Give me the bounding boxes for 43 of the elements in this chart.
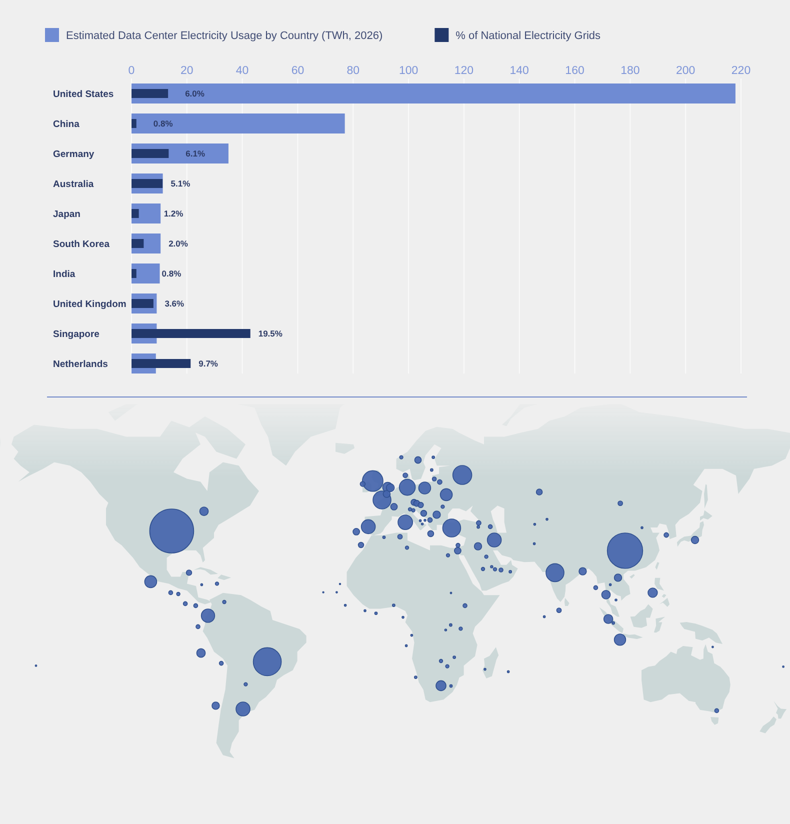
y-tick-label: United States [53,88,114,100]
x-tick-label: 40 [236,65,249,78]
x-tick-label: 180 [620,65,640,78]
y-tick-label: Japan [53,208,81,220]
data-label: 2.0% [168,238,188,248]
bar [132,239,144,248]
bar [132,149,169,158]
x-tick-label: 200 [676,65,696,78]
legend-label: Estimated Data Center Electricity Usage by Country (TWh, 2026) [66,30,383,42]
bar [132,114,345,134]
x-tick-label: 80 [346,65,360,78]
x-tick-label: 120 [454,65,474,78]
x-tick-label: 60 [291,65,304,78]
bar [132,119,136,128]
data-label: 6.0% [185,88,205,98]
bar [132,209,139,218]
x-tick-label: 140 [510,65,529,78]
data-label: 0.8% [162,268,182,278]
y-tick-label: Australia [53,178,94,190]
data-label: 9.7% [198,358,218,368]
data-label: 19.5% [258,328,283,338]
y-tick-label: Netherlands [53,358,108,370]
data-label: 3.6% [164,298,185,308]
data-label: 0.8% [153,118,174,128]
legend-label: % of National Electricity Grids [456,30,602,42]
x-tick-label: 20 [180,65,194,78]
bar [132,84,736,104]
y-tick-label: India [53,268,76,280]
data-label: 6.1% [186,148,206,158]
bar [132,89,168,98]
y-tick-label: China [53,118,80,130]
y-tick-label: Singapore [53,328,100,340]
x-tick-label: 160 [565,65,584,78]
bar [132,269,136,278]
x-tick-label: 100 [398,65,418,78]
x-tick-label: 0 [128,65,135,78]
x-tick-label: 220 [731,65,751,78]
data-label: 1.2% [164,208,184,218]
y-tick-label: South Korea [53,238,110,250]
data-label: 5.1% [170,178,191,188]
y-tick-label: Germany [53,148,95,160]
bar [132,264,160,284]
y-tick-label: United Kingdom [53,298,126,310]
